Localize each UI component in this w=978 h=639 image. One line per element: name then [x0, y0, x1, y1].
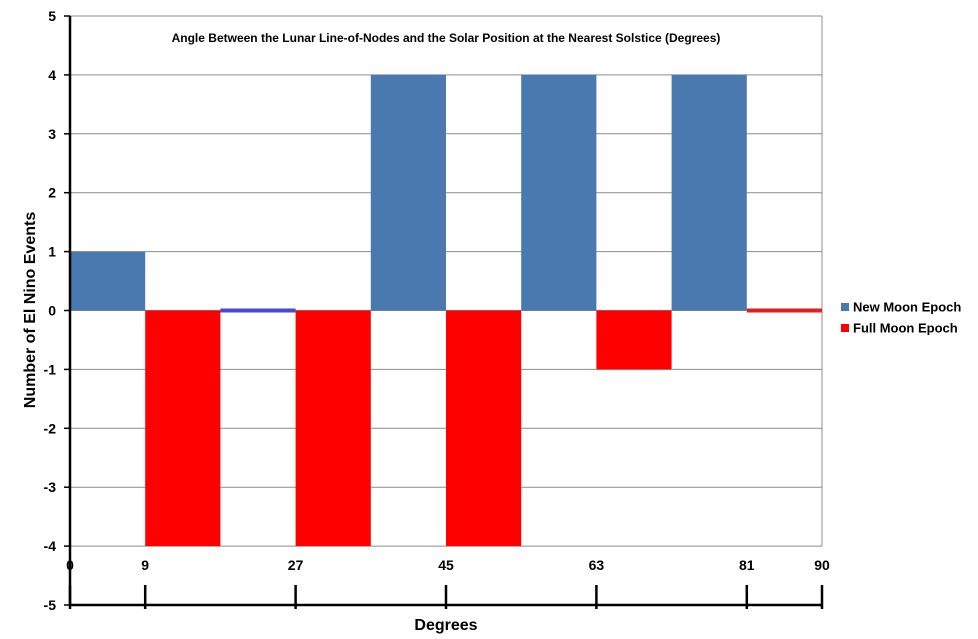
bar	[446, 310, 522, 547]
x-axis-title: Degrees	[414, 617, 477, 634]
legend: New Moon Epoch Full Moon Epoch	[841, 300, 961, 336]
y-axis-title: Number of El Nino Events	[22, 212, 39, 409]
legend-swatch	[841, 303, 849, 311]
bar	[370, 74, 446, 311]
x-tick-label: 9	[141, 557, 149, 573]
y-axis: 5 4 3 2 1 0 -1 -2 -3 -4 -5	[44, 8, 72, 613]
x-tick-label: 63	[589, 557, 605, 573]
y-tick-label: 0	[48, 303, 56, 319]
y-tick-label: -5	[44, 597, 57, 613]
y-tick-label: 1	[48, 244, 56, 260]
legend-swatch	[841, 324, 849, 332]
bar	[671, 74, 747, 311]
bar	[145, 310, 221, 547]
bar	[295, 310, 371, 547]
bars	[70, 74, 822, 547]
legend-label: New Moon Epoch	[853, 300, 961, 315]
y-tick-label: -2	[44, 420, 57, 436]
x-tick-label: 81	[739, 557, 755, 573]
bar	[220, 308, 296, 313]
y-tick-label: -1	[44, 361, 57, 377]
bar	[746, 308, 822, 313]
x-tick-label: 90	[814, 557, 830, 573]
x-tick-label: 27	[288, 557, 304, 573]
y-tick-label: 2	[48, 185, 56, 201]
x-tick-label: 45	[438, 557, 454, 573]
bar	[70, 251, 146, 311]
y-tick-label: 5	[48, 8, 56, 24]
bar	[521, 74, 597, 311]
x-tick-label: 0	[66, 557, 74, 573]
y-tick-label: -3	[44, 479, 57, 495]
y-tick-label: -4	[44, 538, 57, 554]
bar	[596, 310, 672, 370]
x-axis: 0 9 27 45 63 81 90	[66, 557, 830, 609]
y-tick-label: 4	[48, 67, 56, 83]
chart-title: Angle Between the Lunar Line-of-Nodes an…	[172, 31, 721, 45]
y-tick-label: 3	[48, 126, 56, 142]
legend-label: Full Moon Epoch	[853, 321, 958, 336]
